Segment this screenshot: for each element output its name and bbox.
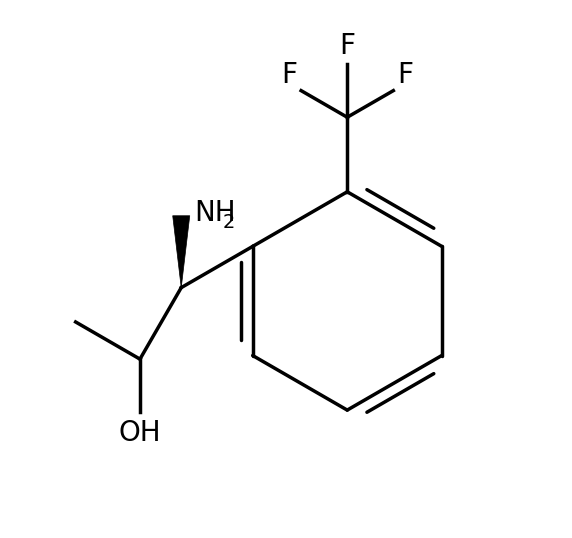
- Text: F: F: [339, 32, 355, 60]
- Text: NH: NH: [194, 199, 236, 227]
- Text: F: F: [281, 60, 297, 89]
- Polygon shape: [173, 216, 190, 288]
- Text: F: F: [398, 60, 414, 89]
- Text: OH: OH: [118, 419, 161, 447]
- Text: 2: 2: [223, 213, 235, 232]
